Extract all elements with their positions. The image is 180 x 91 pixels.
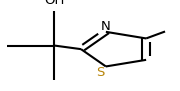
Text: S: S: [96, 66, 105, 79]
Text: OH: OH: [44, 0, 64, 7]
Text: N: N: [101, 20, 111, 33]
